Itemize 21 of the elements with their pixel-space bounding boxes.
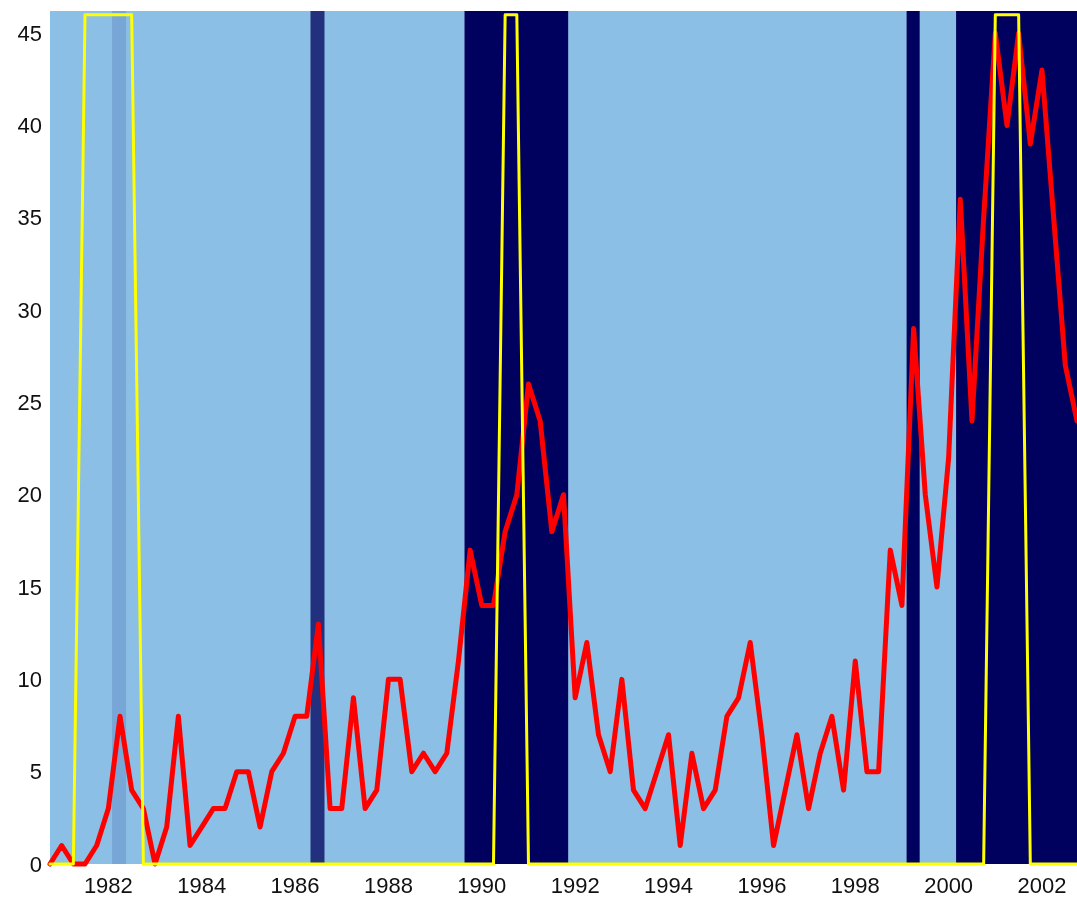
y-tick-label: 15	[17, 574, 42, 600]
x-tick-label: 2000	[924, 872, 974, 898]
x-tick-label: 1990	[457, 872, 507, 898]
y-tick-label: 10	[17, 666, 42, 692]
x-tick-label: 1994	[644, 872, 694, 898]
y-tick-label: 5	[29, 759, 42, 785]
x-tick-label: 1986	[270, 872, 320, 898]
x-tick-label: 1982	[83, 872, 133, 898]
y-tick-label: 35	[17, 205, 42, 231]
x-tick-label: 1988	[363, 872, 413, 898]
y-tick-label: 0	[29, 851, 42, 877]
x-tick-label: 1992	[550, 872, 600, 898]
x-tick-label: 1996	[737, 872, 787, 898]
y-tick-label: 20	[17, 482, 42, 508]
x-tick-label: 1984	[177, 872, 227, 898]
y-tick-label: 30	[17, 297, 42, 323]
x-tick-label: 2002	[1017, 872, 1067, 898]
y-tick-label: 25	[17, 389, 42, 415]
y-tick-label: 40	[17, 112, 42, 138]
x-tick-label: 1998	[830, 872, 880, 898]
y-tick-label: 45	[17, 20, 42, 46]
